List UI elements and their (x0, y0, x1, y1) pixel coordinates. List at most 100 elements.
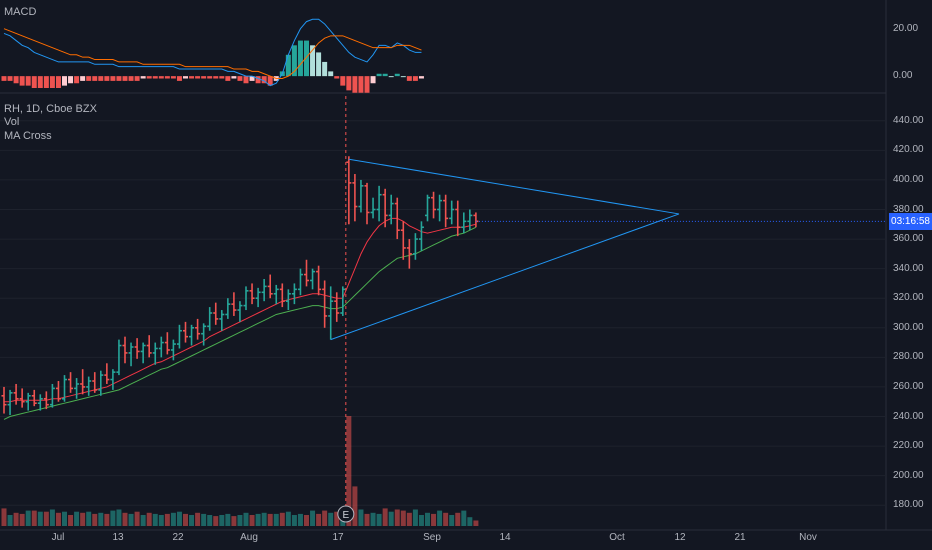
volume-bar (152, 513, 158, 526)
volume-bar (19, 513, 25, 526)
volume-bar (43, 511, 49, 526)
vol-label[interactable]: Vol (4, 116, 20, 128)
macd-hist-bar (7, 76, 13, 81)
time-tick-label: 22 (172, 532, 184, 543)
macd-label[interactable]: MACD (4, 6, 37, 18)
ma-cross-label[interactable]: MA Cross (4, 130, 52, 142)
ohlc-bar (425, 194, 430, 222)
ohlc-bar (443, 194, 449, 228)
price-tick-label: 380.00 (893, 203, 924, 215)
time-tick-label: 13 (112, 532, 124, 543)
volume-bar (400, 510, 406, 526)
volume-bar (80, 512, 86, 526)
earnings-marker (337, 505, 355, 523)
macd-hist-bar (98, 76, 104, 81)
volume-bar (291, 515, 297, 526)
macd-hist-bar (304, 40, 309, 77)
volume-bar (158, 515, 164, 526)
macd-hist-bar (104, 76, 110, 81)
volume-bar (116, 509, 122, 526)
volume-bar (328, 512, 334, 526)
price-tick-label: 200.00 (893, 469, 924, 481)
ohlc-bar (7, 389, 13, 416)
volume-bar (92, 513, 98, 526)
ohlc-bar (249, 283, 255, 305)
ohlc-bar (467, 209, 473, 231)
volume-bar (449, 515, 455, 526)
volume-bar (225, 513, 231, 526)
ohlc-bar (304, 259, 309, 287)
ohlc-bar (43, 391, 49, 410)
macd-hist-bar (158, 76, 164, 79)
volume-bar (352, 486, 358, 526)
ohlc-bar (297, 268, 303, 296)
macd-hist-bar (92, 76, 98, 81)
ohlc-bar (225, 298, 231, 319)
volume-bar (376, 513, 382, 526)
ohlc-bar (418, 221, 424, 251)
macd-tick-label: 0.00 (893, 70, 913, 82)
volume-bar (473, 520, 479, 526)
ohlc-bar (346, 156, 352, 225)
volume-bar (207, 515, 213, 526)
macd-hist-bar (370, 76, 376, 84)
volume-bar (31, 510, 37, 526)
volume-bar (364, 513, 370, 526)
macd-hist-bar (146, 76, 152, 79)
macd-hist-bar (237, 76, 243, 81)
ohlc-bar (376, 185, 382, 222)
ohlc-bar (140, 342, 146, 364)
volume-bar (25, 510, 31, 526)
ohlc-bar (98, 370, 104, 396)
ohlc-bar (370, 197, 376, 219)
ohlc-bar (291, 283, 297, 305)
macd-hist-bar (164, 76, 170, 79)
volume-bar (98, 512, 104, 526)
volume-bar (7, 515, 13, 526)
price-tick-label: 440.00 (893, 114, 924, 126)
volume-bar (195, 512, 201, 526)
price-tick-label: 280.00 (893, 351, 924, 363)
volume-bar (279, 512, 285, 526)
price-tick-label: 180.00 (893, 499, 924, 511)
volume-bar (170, 512, 176, 526)
macd-hist-bar (122, 76, 128, 81)
ohlc-bar (37, 394, 43, 411)
ohlc-bar (104, 363, 110, 384)
volume-bar (249, 515, 255, 526)
volume-bar (55, 512, 61, 526)
ohlc-bar (322, 280, 328, 328)
volume-bar (74, 511, 80, 526)
volume-bar (122, 512, 128, 526)
ohlc-bar (400, 221, 406, 260)
volume-bar (334, 511, 340, 526)
macd-hist-bar (267, 76, 273, 86)
macd-hist-bar (55, 76, 61, 88)
ohlc-bar (273, 284, 279, 305)
volume-bar (68, 515, 74, 526)
ohlc-bar (388, 194, 394, 225)
chart-overlay: E (337, 96, 886, 523)
volume-bar (297, 513, 303, 526)
volume-bar (322, 510, 328, 526)
volume-bar (316, 513, 322, 526)
price-tick-label: 320.00 (893, 292, 924, 304)
ohlc-bar (201, 323, 207, 346)
ohlc-bar (340, 286, 346, 316)
ohlc-bar (195, 318, 201, 340)
macd-hist-bar (62, 76, 67, 86)
time-tick-label: Sep (423, 532, 441, 543)
macd-hist-bar (43, 76, 49, 88)
macd-hist-bar (201, 76, 207, 79)
macd-hist-bar (297, 40, 303, 77)
ohlc-bar (255, 287, 261, 308)
macd-hist-bar (364, 76, 370, 93)
macd-hist-bar (74, 76, 80, 84)
volume-bar (406, 512, 412, 526)
symbol-label[interactable]: RH, 1D, Cboe BZX (4, 103, 97, 115)
volume-bar (134, 511, 140, 526)
lower-trendline (330, 213, 680, 341)
volume-bar (310, 510, 316, 526)
volume-bar (13, 512, 19, 526)
ohlc-bar (19, 388, 25, 408)
